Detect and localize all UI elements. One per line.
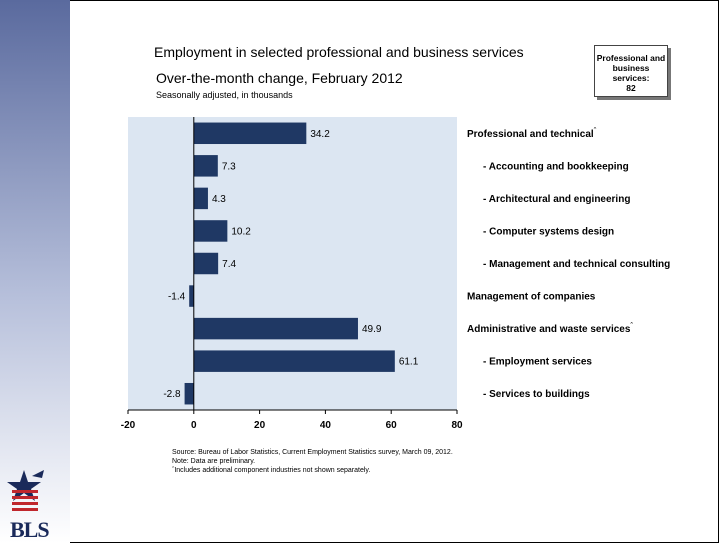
category-label: - Computer systems design bbox=[483, 226, 614, 237]
summary-box-value: 82 bbox=[626, 83, 636, 93]
category-label: - Management and technical consulting bbox=[483, 259, 670, 270]
value-labels-group: 34.2 7.3 4.3 10.2 7.4 -1.4 49.9 61.1 -2.8 bbox=[163, 129, 418, 400]
bar bbox=[193, 350, 395, 372]
category-label: - Services to buildings bbox=[483, 389, 590, 400]
bar bbox=[193, 187, 208, 210]
bar-value-label: 34.2 bbox=[310, 129, 330, 140]
bar-value-label: 61.1 bbox=[399, 357, 419, 368]
left-decorative-band bbox=[0, 0, 70, 543]
category-labels-group: Professional and technicalˆ - Accounting … bbox=[467, 127, 670, 400]
bar-value-label: 49.9 bbox=[362, 324, 382, 335]
bls-star-logo-icon bbox=[7, 470, 44, 511]
x-tick-label: 60 bbox=[386, 420, 398, 431]
bar-value-label: 7.4 bbox=[222, 259, 236, 270]
bar bbox=[193, 155, 218, 177]
bar bbox=[193, 220, 228, 242]
preliminary-note: Note: Data are preliminary. bbox=[172, 458, 256, 465]
category-label: - Employment services bbox=[483, 357, 592, 368]
x-tick-label: 20 bbox=[254, 420, 266, 431]
chart-subtitle: Over-the-month change, February 2012 bbox=[156, 70, 403, 86]
x-tick-label: 0 bbox=[191, 420, 197, 431]
category-label: - Accounting and bookkeeping bbox=[483, 161, 629, 172]
bar-value-label: -1.4 bbox=[168, 292, 186, 303]
category-label: Administrative and waste servicesˆ bbox=[467, 322, 633, 335]
category-label: Professional and technicalˆ bbox=[467, 127, 597, 140]
bar-value-label: 10.2 bbox=[231, 226, 251, 237]
footnotes: Source: Bureau of Labor Statistics, Curr… bbox=[172, 448, 453, 475]
unit-note: Seasonally adjusted, in thousands bbox=[156, 90, 293, 100]
bar-value-label: 7.3 bbox=[222, 161, 236, 172]
summary-box-line1: Professional and bbox=[596, 53, 666, 63]
marker-note: ˆIncludes additional component industrie… bbox=[172, 466, 453, 475]
x-tick-label: 40 bbox=[320, 420, 332, 431]
summary-box: Professional and business services: 82 bbox=[594, 45, 668, 97]
footnote-marker: ˆ bbox=[630, 322, 633, 330]
footnote-marker: ˆ bbox=[594, 127, 597, 135]
bar bbox=[184, 382, 194, 405]
bar-value-label: -2.8 bbox=[163, 389, 181, 400]
x-axis: -20 0 20 40 60 80 bbox=[121, 117, 463, 431]
x-tick-label: 80 bbox=[451, 420, 463, 431]
bar bbox=[193, 317, 358, 340]
source-note: Source: Bureau of Labor Statistics, Curr… bbox=[172, 449, 453, 456]
bar bbox=[193, 122, 307, 145]
category-label: - Architectural and engineering bbox=[483, 194, 630, 205]
bars-group bbox=[184, 122, 395, 405]
x-tick-label: -20 bbox=[121, 420, 136, 431]
marker-symbol: ˆ bbox=[172, 467, 175, 474]
bar bbox=[189, 285, 194, 307]
marker-note-text: Includes additional component industries… bbox=[174, 467, 371, 474]
bar bbox=[193, 252, 219, 275]
bls-logo-text: BLS bbox=[10, 517, 50, 542]
bar-value-label: 4.3 bbox=[212, 194, 226, 205]
summary-box-line2: business services: bbox=[612, 63, 650, 83]
chart-title: Employment in selected professional and … bbox=[154, 44, 524, 60]
category-label: Management of companies bbox=[467, 292, 596, 303]
